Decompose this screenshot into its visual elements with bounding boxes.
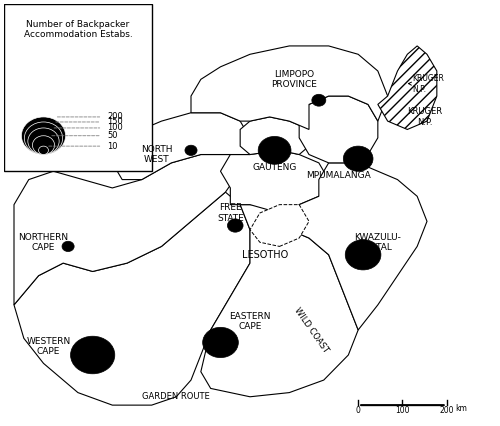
Polygon shape [201,204,358,397]
Text: 10: 10 [108,141,118,151]
Circle shape [202,327,238,358]
Text: Number of Backpacker
Accommodation Estabs.: Number of Backpacker Accommodation Estab… [24,20,132,39]
Circle shape [38,146,48,155]
Text: LESOTHO: LESOTHO [242,250,288,260]
Polygon shape [220,150,328,213]
Polygon shape [250,204,309,246]
Text: 0: 0 [356,406,360,415]
Circle shape [344,146,373,171]
Text: KRUGER
N.P.: KRUGER N.P. [408,75,444,94]
Text: GARDEN ROUTE: GARDEN ROUTE [142,392,210,401]
Circle shape [185,145,197,155]
Text: LIMPOPO
PROVINCE: LIMPOPO PROVINCE [272,69,317,89]
Text: NORTH
WEST: NORTH WEST [141,145,172,164]
Text: WILD COAST: WILD COAST [292,306,331,354]
Polygon shape [290,163,427,330]
Polygon shape [112,113,250,180]
Text: KRUGER
N.P.: KRUGER N.P. [407,107,442,127]
Text: 50: 50 [108,131,118,140]
Circle shape [28,128,59,155]
Polygon shape [14,155,250,305]
Text: 100: 100 [395,406,409,415]
Circle shape [258,136,291,164]
Polygon shape [14,192,250,405]
Text: NORTHERN
CAPE: NORTHERN CAPE [18,233,68,252]
Circle shape [62,241,74,252]
Circle shape [70,336,115,374]
Text: 100: 100 [108,124,123,132]
Text: FREE
STATE: FREE STATE [217,203,244,223]
FancyBboxPatch shape [4,4,152,171]
Polygon shape [299,96,378,163]
Polygon shape [240,117,309,155]
Text: 200: 200 [108,112,123,121]
Circle shape [22,117,66,155]
Text: GAUTENG: GAUTENG [252,163,297,172]
Circle shape [32,136,54,155]
Circle shape [312,94,326,106]
Circle shape [345,239,381,270]
Text: MPUMALANGA: MPUMALANGA [306,171,371,180]
Text: 150: 150 [108,118,123,127]
Circle shape [228,219,243,232]
Text: EASTERN
CAPE: EASTERN CAPE [229,312,271,331]
Text: WESTERN
CAPE: WESTERN CAPE [26,337,70,357]
Circle shape [24,122,62,155]
Polygon shape [191,46,388,130]
Text: KWAZULU-
NATAL: KWAZULU- NATAL [354,233,402,252]
Polygon shape [378,46,437,130]
Text: 200: 200 [440,406,454,415]
Text: km: km [456,404,468,413]
